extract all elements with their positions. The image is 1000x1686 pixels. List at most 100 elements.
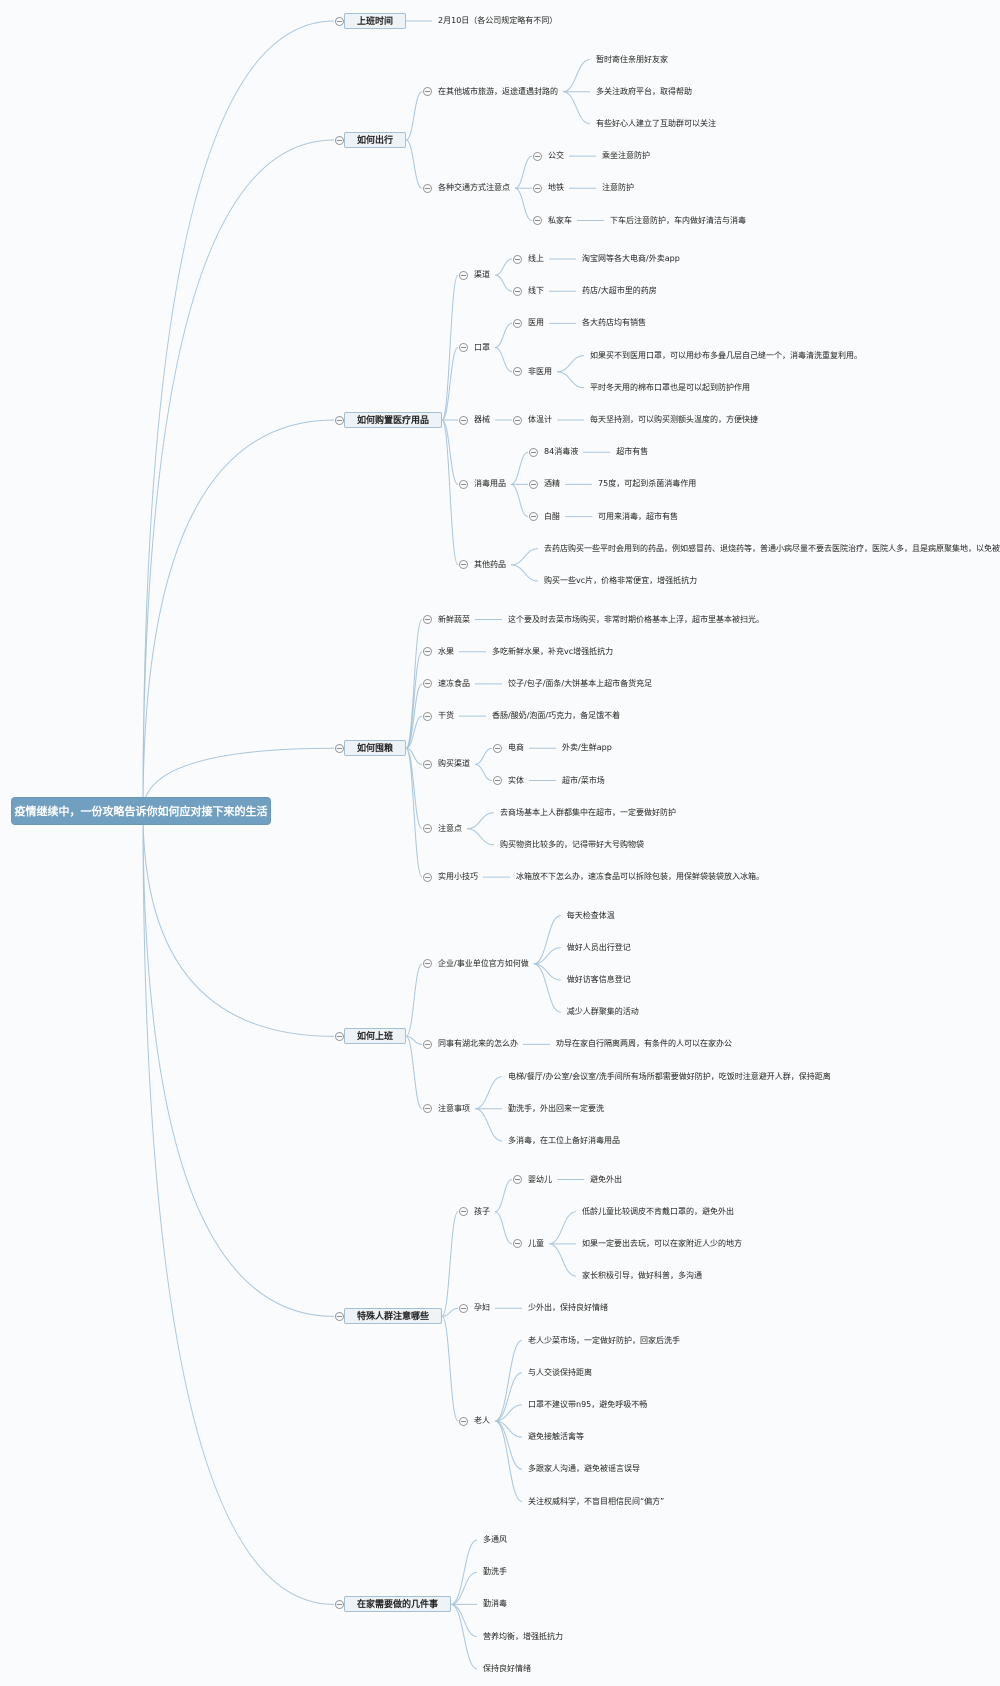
subtopic-node[interactable]: 企业/事业单位官方如何做 — [438, 958, 529, 968]
leaf-node[interactable]: 减少人群聚集的活动 — [566, 1007, 639, 1017]
leaf-node[interactable]: 暂时寄住亲朋好友家 — [596, 54, 669, 64]
collapse-toggle-icon[interactable] — [512, 415, 522, 425]
leaf-node[interactable]: 多消毒，在工位上备好消毒用品 — [508, 1136, 621, 1145]
leaf-node[interactable]: 有些好心人建立了互助群可以关注 — [596, 118, 717, 128]
subtopic-node[interactable]: 孕妇 — [474, 1303, 491, 1313]
leaf-node[interactable]: 可用来消毒，超市有售 — [598, 511, 679, 521]
subtopic-node[interactable]: 酒精 — [544, 479, 561, 489]
subtopic-node[interactable]: 公交 — [548, 151, 565, 161]
subtopic-node[interactable]: 老人 — [474, 1416, 491, 1425]
collapse-toggle-icon[interactable] — [528, 512, 538, 522]
leaf-node[interactable]: 电梯/餐厅/办公室/会议室/洗手间所有场所都需要做好防护，吃饭时注意避开人群，保… — [508, 1071, 831, 1081]
leaf-node[interactable]: 药店/大超市里的药房 — [582, 286, 657, 296]
subtopic-node[interactable]: 口罩 — [474, 342, 491, 352]
leaf-node[interactable]: 劝导在家自行隔离两周，有条件的人可以在家办公 — [556, 1039, 733, 1049]
main-topic-node[interactable]: 如何出行 — [344, 132, 407, 148]
collapse-toggle-icon[interactable] — [334, 743, 344, 753]
subtopic-node[interactable]: 实用小技巧 — [438, 872, 479, 882]
collapse-toggle-icon[interactable] — [422, 759, 432, 769]
subtopic-node[interactable]: 速冻食品 — [438, 678, 471, 688]
collapse-toggle-icon[interactable] — [458, 415, 468, 425]
main-topic-node[interactable]: 如何囤粮 — [344, 740, 407, 757]
collapse-toggle-icon[interactable] — [512, 318, 522, 328]
collapse-toggle-icon[interactable] — [458, 1207, 468, 1217]
collapse-toggle-icon[interactable] — [528, 447, 538, 457]
leaf-node[interactable]: 多关注政府平台，取得帮助 — [596, 86, 693, 96]
subtopic-node[interactable]: 实体 — [508, 775, 525, 785]
leaf-node[interactable]: 如果买不到医用口罩，可以用纱布多叠几层自己缝一个，消毒清洗重复利用。 — [590, 350, 863, 360]
collapse-toggle-icon[interactable] — [422, 647, 432, 657]
collapse-toggle-icon[interactable] — [334, 1311, 344, 1321]
main-topic-node[interactable]: 上班时间 — [344, 13, 407, 29]
subtopic-node[interactable]: 线上 — [528, 254, 545, 263]
collapse-toggle-icon[interactable] — [458, 1303, 468, 1313]
leaf-node[interactable]: 营养均衡，增强抵抗力 — [483, 1631, 564, 1641]
leaf-node[interactable]: 下车后注意防护，车内做好清洁与消毒 — [610, 215, 747, 225]
leaf-node[interactable]: 如果一定要出去玩，可以在家附近人少的地方 — [582, 1238, 743, 1248]
subtopic-node[interactable]: 非医用 — [528, 366, 553, 376]
collapse-toggle-icon[interactable] — [422, 183, 432, 193]
leaf-node[interactable]: 2月10日（各公司规定略有不同） — [438, 16, 558, 25]
collapse-toggle-icon[interactable] — [334, 135, 344, 145]
collapse-toggle-icon[interactable] — [422, 1039, 432, 1049]
subtopic-node[interactable]: 在其他城市旅游，返途遭遇封路的 — [438, 86, 559, 96]
leaf-node[interactable]: 少外出，保持良好情绪 — [528, 1303, 609, 1313]
collapse-toggle-icon[interactable] — [334, 16, 344, 26]
collapse-toggle-icon[interactable] — [422, 615, 432, 624]
leaf-node[interactable]: 各大药店均有销售 — [582, 318, 647, 328]
leaf-node[interactable]: 多通风 — [483, 1535, 508, 1544]
leaf-node[interactable]: 勤洗手，外出回来一定要洗 — [508, 1103, 605, 1113]
collapse-toggle-icon[interactable] — [512, 367, 522, 377]
subtopic-node[interactable]: 孩子 — [474, 1206, 491, 1216]
collapse-toggle-icon[interactable] — [422, 679, 432, 689]
collapse-toggle-icon[interactable] — [512, 1175, 522, 1184]
leaf-node[interactable]: 多吃新鲜水果，补充vc增强抵抗力 — [492, 646, 614, 656]
subtopic-node[interactable]: 医用 — [528, 318, 545, 328]
leaf-node[interactable]: 保持良好情绪 — [483, 1663, 532, 1673]
subtopic-node[interactable]: 私家车 — [548, 215, 573, 225]
leaf-node[interactable]: 勤消毒 — [483, 1599, 508, 1609]
leaf-node[interactable]: 乘坐注意防护 — [602, 151, 651, 161]
leaf-node[interactable]: 这个要及时去菜市场购买，非常时期价格基本上浮，超市里基本被扫光。 — [508, 614, 765, 624]
collapse-toggle-icon[interactable] — [528, 479, 538, 489]
subtopic-node[interactable]: 电商 — [508, 743, 525, 753]
collapse-toggle-icon[interactable] — [458, 560, 468, 570]
collapse-toggle-icon[interactable] — [458, 479, 468, 489]
leaf-node[interactable]: 低龄儿童比较调皮不肯戴口罩的，避免外出 — [582, 1206, 735, 1216]
main-topic-node[interactable]: 在家需要做的几件事 — [344, 1596, 452, 1613]
collapse-toggle-icon[interactable] — [422, 1104, 432, 1114]
collapse-toggle-icon[interactable] — [422, 87, 432, 97]
collapse-toggle-icon[interactable] — [532, 151, 542, 161]
subtopic-node[interactable]: 注意点 — [438, 823, 463, 833]
subtopic-node[interactable]: 同事有湖北来的怎么办 — [438, 1039, 519, 1049]
subtopic-node[interactable]: 注意事项 — [438, 1103, 471, 1113]
leaf-node[interactable]: 75度，可起到杀菌消毒作用 — [598, 479, 697, 489]
collapse-toggle-icon[interactable] — [492, 776, 502, 785]
leaf-node[interactable]: 超市有售 — [616, 447, 649, 457]
leaf-node[interactable]: 家长积极引导，做好科普，多沟通 — [582, 1271, 703, 1281]
collapse-toggle-icon[interactable] — [422, 711, 432, 721]
subtopic-node[interactable]: 干货 — [438, 711, 455, 721]
subtopic-node[interactable]: 其他药品 — [474, 559, 507, 569]
subtopic-node[interactable]: 购买渠道 — [438, 759, 471, 769]
leaf-node[interactable]: 注意防护 — [602, 183, 635, 193]
leaf-node[interactable]: 购买一些vc片，价格非常便宜，增强抵抗力 — [544, 576, 698, 585]
collapse-toggle-icon[interactable] — [422, 872, 432, 882]
leaf-node[interactable]: 老人少菜市场，一定做好防护，回家后洗手 — [528, 1335, 681, 1345]
subtopic-node[interactable]: 水果 — [438, 646, 455, 656]
leaf-node[interactable]: 多跟家人沟通，避免被谣言误导 — [528, 1464, 641, 1474]
leaf-node[interactable]: 口罩不建议带n95，避免呼吸不畅 — [528, 1399, 648, 1409]
subtopic-node[interactable]: 各种交通方式注意点 — [438, 183, 511, 193]
collapse-toggle-icon[interactable] — [334, 1599, 344, 1609]
collapse-toggle-icon[interactable] — [458, 1416, 468, 1426]
subtopic-node[interactable]: 地铁 — [548, 183, 565, 193]
leaf-node[interactable]: 购买物资比较多的，记得带好大号购物袋 — [500, 839, 645, 849]
leaf-node[interactable]: 淘宝网等各大电商/外卖app — [582, 254, 680, 263]
subtopic-node[interactable]: 渠道 — [474, 270, 491, 280]
collapse-toggle-icon[interactable] — [532, 183, 542, 193]
subtopic-node[interactable]: 线下 — [528, 286, 545, 296]
collapse-toggle-icon[interactable] — [422, 824, 432, 834]
main-topic-node[interactable]: 特殊人群注意哪些 — [344, 1308, 443, 1325]
leaf-node[interactable]: 香肠/酸奶/泡面/巧克力，备足饿不着 — [492, 711, 621, 721]
subtopic-node[interactable]: 84消毒液 — [544, 447, 579, 457]
